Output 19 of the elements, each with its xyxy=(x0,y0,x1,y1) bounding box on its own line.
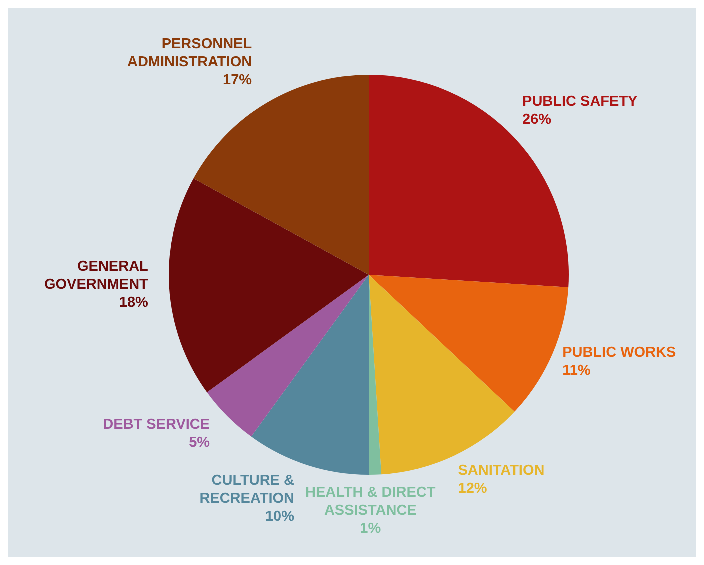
data-label: 17% xyxy=(223,72,252,89)
slice-label: PERSONNEL ADMINISTRATION xyxy=(127,36,252,71)
data-label: 11% xyxy=(562,363,591,380)
slice-label: PUBLIC SAFETY xyxy=(522,94,638,110)
slice-label: GENERAL GOVERNMENT xyxy=(44,259,149,294)
slice-label: DEBT SERVICE xyxy=(103,417,210,434)
data-label: 26% xyxy=(522,112,552,128)
pie-slice xyxy=(251,275,369,475)
pie-slice xyxy=(194,75,369,275)
slice-label: SANITATION xyxy=(458,462,545,479)
data-label: 5% xyxy=(189,435,210,452)
data-label: 12% xyxy=(458,480,488,497)
pie-slice xyxy=(169,178,369,393)
data-label: 1% xyxy=(360,520,382,537)
data-label: 18% xyxy=(119,295,149,312)
slice-label: CULTURE & RECREATION xyxy=(200,473,296,508)
slice-label: PUBLIC WORKS xyxy=(562,345,676,362)
data-label: 10% xyxy=(265,509,295,526)
slice-label: HEALTH & DIRECT ASSISTANCE xyxy=(306,484,436,519)
